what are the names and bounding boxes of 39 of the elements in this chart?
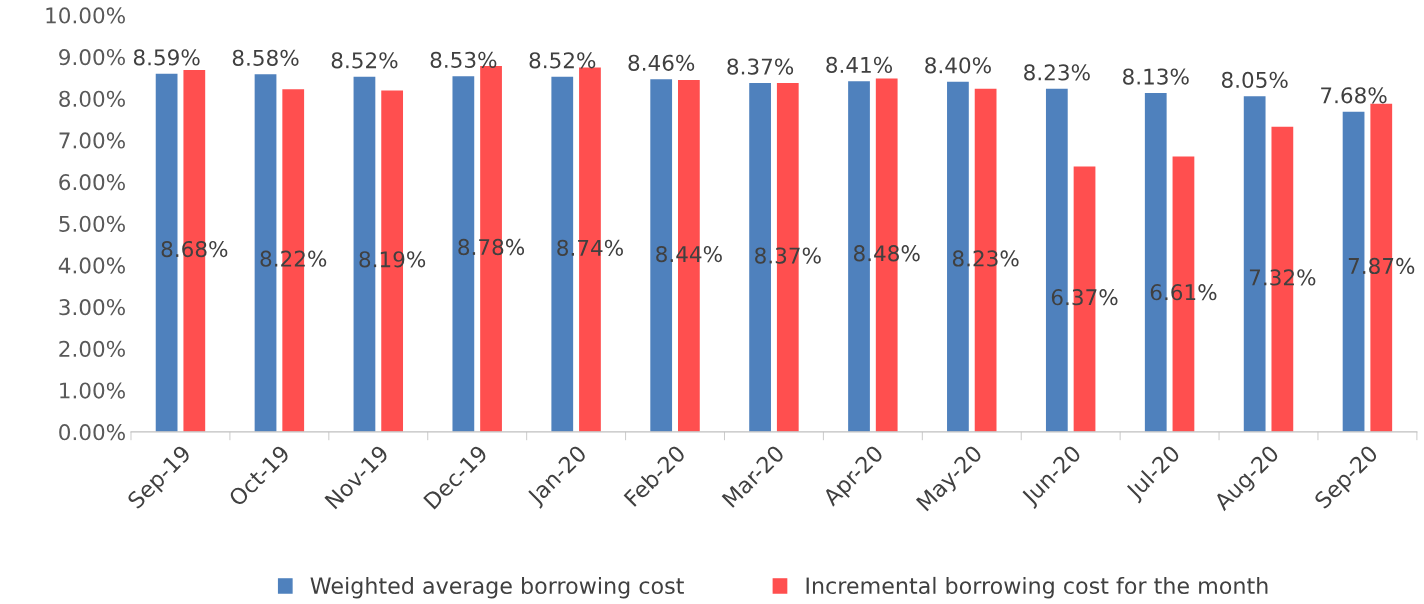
data-label: 8.23% <box>952 250 1019 267</box>
y-tick-label: 0.00% <box>59 424 125 441</box>
data-label: 8.53% <box>430 51 497 69</box>
legend-label: Weighted average borrowing cost <box>310 576 684 599</box>
data-label: 8.44% <box>656 245 722 263</box>
data-label: 8.23% <box>1024 64 1090 81</box>
y-tick-label: 10.00% <box>46 7 125 24</box>
data-label: 8.37% <box>755 247 821 264</box>
y-tick-label: 6.00% <box>59 174 125 191</box>
data-label: 8.46% <box>628 54 695 71</box>
data-label: 6.37% <box>1051 289 1118 306</box>
data-label: 8.52% <box>529 52 596 69</box>
data-label: 6.61% <box>1150 284 1217 301</box>
data-label: 7.32% <box>1249 269 1316 286</box>
data-label: 8.58% <box>232 49 299 66</box>
y-tick-label: 5.00% <box>59 215 125 232</box>
data-label: 8.22% <box>260 250 327 267</box>
data-label: 8.05% <box>1221 71 1288 89</box>
data-label: 8.19% <box>359 251 426 268</box>
y-tick-label: 1.00% <box>60 382 125 399</box>
y-tick-label: 9.00% <box>59 48 125 66</box>
data-label: 8.13% <box>1123 68 1189 85</box>
legend-label: Incremental borrowing cost for the month <box>806 576 1268 599</box>
data-label: 7.87% <box>1348 257 1415 275</box>
y-tick-label: 8.00% <box>59 90 125 107</box>
data-label: 8.40% <box>925 57 991 74</box>
data-label: 8.52% <box>331 52 398 69</box>
y-tick-label: 4.00% <box>58 257 125 274</box>
data-label: 8.41% <box>826 56 893 74</box>
y-tick-label: 7.00% <box>59 132 125 149</box>
y-tick-label: 3.00% <box>59 299 125 316</box>
data-label: 7.68% <box>1321 87 1387 104</box>
data-label: 8.48% <box>853 245 920 262</box>
data-label: 8.78% <box>458 238 525 256</box>
data-label: 8.74% <box>557 239 623 256</box>
y-tick-label: 2.00% <box>59 340 125 357</box>
data-label: 8.37% <box>727 58 794 75</box>
data-label: 8.59% <box>133 49 200 66</box>
data-label: 8.68% <box>161 240 228 258</box>
